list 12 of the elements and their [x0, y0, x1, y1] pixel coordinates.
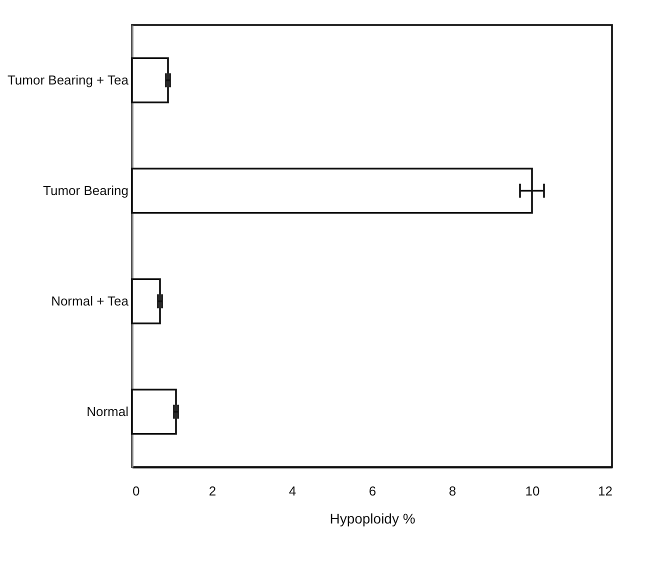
y-tick-label: Normal + Tea	[51, 293, 130, 308]
x-tick-label: 0	[132, 484, 140, 498]
x-tick-label: 4	[288, 484, 296, 498]
y-tick-label: Tumor Bearing + Tea	[7, 72, 130, 88]
y-tick-label: Tumor Bearing	[43, 182, 128, 198]
x-axis-title: Hypoploidy %	[330, 510, 416, 526]
x-tick-label: 12	[598, 484, 612, 498]
y-tick-label: Normal	[86, 404, 129, 419]
x-tick-label: 8	[448, 484, 456, 498]
x-tick-label: 6	[368, 484, 376, 498]
x-tick-label: 2	[208, 484, 216, 498]
x-tick-label: 10	[525, 484, 540, 498]
